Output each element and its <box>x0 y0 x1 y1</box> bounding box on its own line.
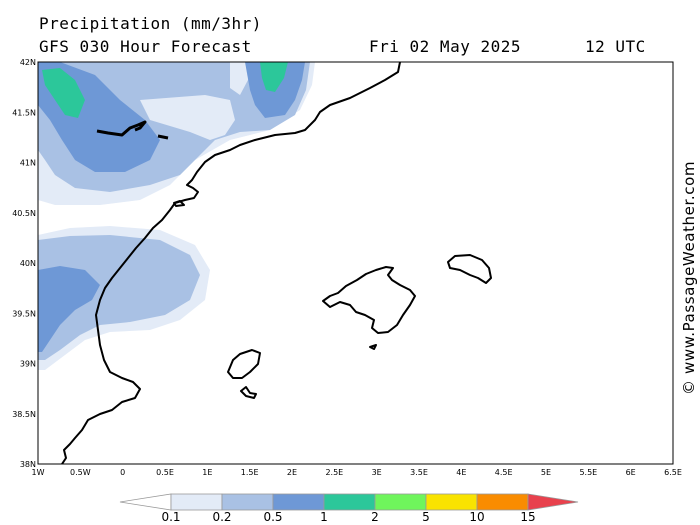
lat-tick-label: 38N <box>20 460 36 469</box>
precipitation-legend <box>119 493 579 511</box>
forecast-date: Fri 02 May 2025 <box>369 37 521 56</box>
legend-swatch <box>221 493 274 511</box>
legend-swatch <box>119 493 172 511</box>
precip-band-green <box>42 68 85 118</box>
coastlines <box>61 62 492 464</box>
legend-label: 15 <box>520 510 536 524</box>
precip-band-dark <box>38 266 100 352</box>
lon-tick-label: 0.5W <box>70 468 91 477</box>
map-title: Precipitation (mm/3hr) <box>39 14 262 33</box>
lon-tick-label: 3E <box>372 468 382 477</box>
legend-swatch <box>425 493 478 511</box>
lon-tick-label: 6.5E <box>664 468 682 477</box>
legend-swatch <box>374 493 427 511</box>
legend-label: 2 <box>371 510 379 524</box>
precip-band-green <box>260 62 288 92</box>
lon-tick-label: 1W <box>32 468 45 477</box>
lon-tick-label: 5E <box>541 468 551 477</box>
lon-tick-label: 4E <box>456 468 466 477</box>
lat-tick-label: 41.5N <box>12 108 36 117</box>
passageweather-credit: © www.PassageWeather.com <box>680 160 698 395</box>
lat-tick-label: 39N <box>20 360 36 369</box>
lon-tick-label: 0 <box>120 468 125 477</box>
lon-tick-label: 0.5E <box>156 468 174 477</box>
legend-swatch <box>272 493 325 511</box>
formentera-coastline <box>240 386 257 399</box>
legend-label: 1 <box>320 510 328 524</box>
lon-tick-label: 2.5E <box>325 468 343 477</box>
longitude-labels: 1W 0.5W 0 0.5E 1E 1.5E 2E 2.5E 3E 3.5E 4E 4.5E 5E 5.5… <box>32 468 682 477</box>
lon-tick-label: 3.5E <box>410 468 428 477</box>
lon-tick-label: 5.5E <box>579 468 597 477</box>
legend-swatch <box>323 493 376 511</box>
lat-tick-label: 42N <box>20 58 36 67</box>
lon-tick-label: 4.5E <box>495 468 513 477</box>
legend-label: 10 <box>469 510 485 524</box>
lon-tick-label: 2E <box>287 468 297 477</box>
spain-coastline <box>61 62 401 464</box>
legend-label: 5 <box>422 510 430 524</box>
legend-label: 0.5 <box>263 510 283 524</box>
map-frame <box>37 61 674 465</box>
precip-band-mid <box>38 235 200 360</box>
lon-tick-label: 6E <box>626 468 636 477</box>
precipitation-field <box>38 62 315 370</box>
legend-swatch <box>170 493 223 511</box>
legend-swatch <box>527 493 579 511</box>
lon-tick-label: 1E <box>202 468 212 477</box>
lat-tick-label: 40.5N <box>12 209 36 218</box>
ebro-delta <box>173 200 185 207</box>
lat-tick-label: 41N <box>20 159 36 168</box>
pyrenees-border <box>96 120 169 140</box>
menorca-coastline <box>447 254 492 284</box>
legend-swatch <box>476 493 529 511</box>
cabrera-coastline <box>369 344 377 350</box>
lat-tick-label: 38.5N <box>12 410 36 419</box>
ibiza-coastline <box>227 349 261 379</box>
lon-tick-label: 1.5E <box>241 468 259 477</box>
forecast-label: GFS 030 Hour Forecast <box>39 37 252 56</box>
legend-label: 0.2 <box>212 510 232 524</box>
legend-label: 0.1 <box>161 510 181 524</box>
latitude-labels: 42N 41.5N 41N 40.5N 40N 39.5N 39N 38.5N 38N <box>12 58 36 469</box>
mallorca-coastline <box>322 266 416 334</box>
lat-tick-label: 39.5N <box>12 309 36 318</box>
lat-tick-label: 40N <box>20 259 36 268</box>
forecast-time: 12 UTC <box>585 37 646 56</box>
